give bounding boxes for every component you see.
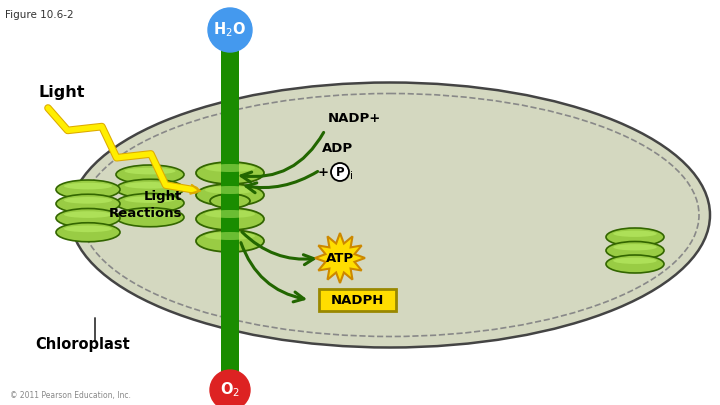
Ellipse shape	[613, 258, 657, 264]
Circle shape	[208, 8, 252, 52]
Ellipse shape	[56, 223, 120, 242]
Ellipse shape	[56, 194, 120, 213]
Text: NADP+: NADP+	[328, 111, 382, 124]
Ellipse shape	[116, 165, 184, 184]
Text: © 2011 Pearson Education, Inc.: © 2011 Pearson Education, Inc.	[10, 391, 131, 400]
Circle shape	[210, 370, 250, 405]
Ellipse shape	[196, 230, 264, 252]
Ellipse shape	[613, 230, 657, 237]
Text: P: P	[336, 166, 344, 179]
Ellipse shape	[56, 209, 120, 228]
Text: Chloroplast: Chloroplast	[35, 337, 130, 352]
Text: O$_2$: O$_2$	[220, 381, 240, 399]
Bar	[221, 35, 239, 375]
Text: Light: Light	[38, 85, 84, 100]
Ellipse shape	[116, 208, 184, 227]
Ellipse shape	[125, 211, 176, 217]
Ellipse shape	[64, 226, 112, 232]
Ellipse shape	[606, 255, 664, 273]
Ellipse shape	[116, 179, 184, 198]
Ellipse shape	[125, 196, 176, 203]
Text: ADP: ADP	[322, 141, 353, 154]
Ellipse shape	[205, 164, 255, 172]
FancyBboxPatch shape	[319, 289, 396, 311]
Text: NADPH: NADPH	[330, 294, 384, 307]
Text: Light
Reactions: Light Reactions	[109, 190, 182, 220]
Ellipse shape	[64, 197, 112, 204]
Text: H$_2$O: H$_2$O	[213, 21, 246, 39]
Ellipse shape	[196, 162, 264, 184]
Text: i: i	[350, 171, 353, 181]
Ellipse shape	[606, 228, 664, 246]
Ellipse shape	[64, 183, 112, 190]
Ellipse shape	[606, 241, 664, 260]
Ellipse shape	[70, 83, 710, 347]
Text: Figure 10.6-2: Figure 10.6-2	[5, 10, 73, 20]
Ellipse shape	[196, 184, 264, 206]
Circle shape	[331, 163, 349, 181]
Ellipse shape	[56, 180, 120, 199]
Ellipse shape	[116, 194, 184, 213]
Ellipse shape	[196, 208, 264, 230]
Ellipse shape	[205, 186, 255, 194]
Text: ATP: ATP	[326, 252, 354, 264]
Ellipse shape	[613, 244, 657, 250]
Ellipse shape	[125, 182, 176, 189]
Text: +: +	[318, 166, 329, 179]
Ellipse shape	[205, 232, 255, 240]
Ellipse shape	[205, 210, 255, 218]
Polygon shape	[315, 233, 365, 283]
Ellipse shape	[64, 211, 112, 218]
Ellipse shape	[125, 168, 176, 175]
Ellipse shape	[210, 194, 250, 208]
